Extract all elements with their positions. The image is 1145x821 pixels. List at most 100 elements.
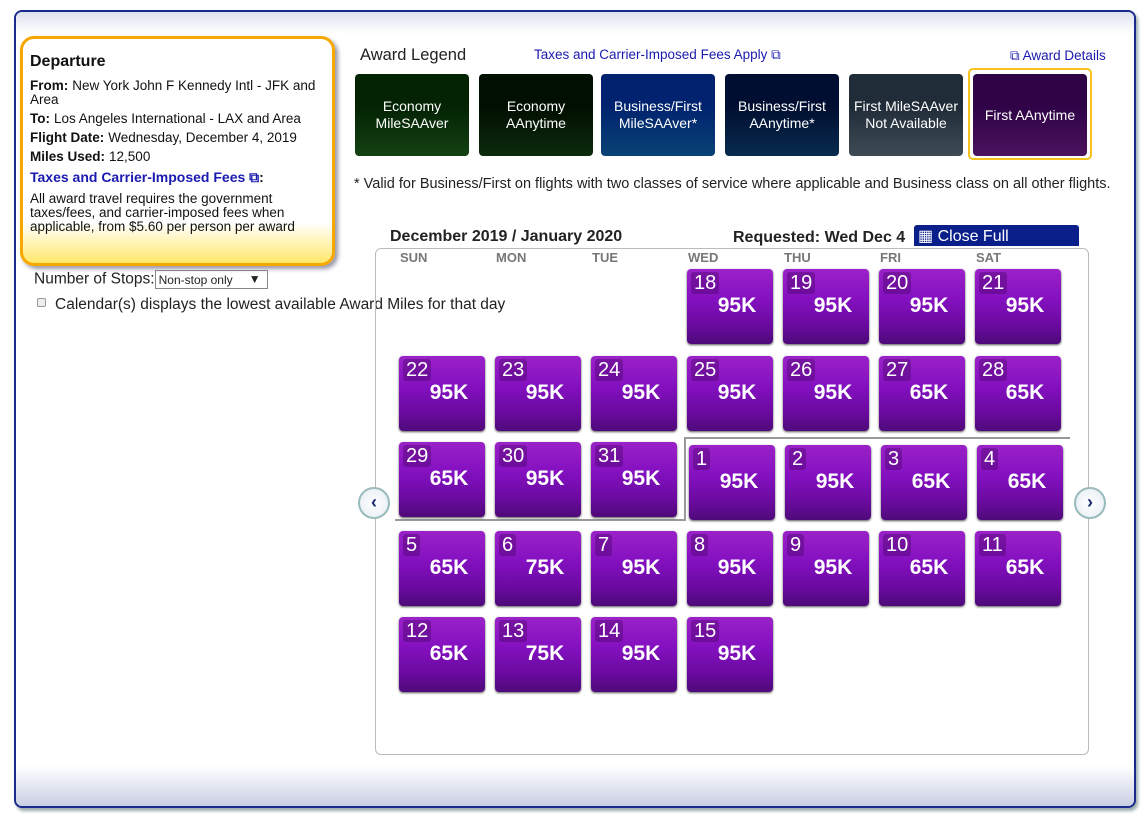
calendar-day[interactable]: 7 95K — [591, 531, 677, 606]
award-details-link[interactable]: ⧉ Award Details — [1010, 48, 1106, 64]
award-miles: 75K — [525, 556, 565, 579]
day-number: 3 — [885, 448, 903, 470]
legend-selected-outline — [968, 68, 1092, 160]
calendar-day[interactable]: 27 65K — [879, 356, 965, 431]
legend-item: Business/First MileSAAver* — [601, 74, 715, 156]
weekday-header: SAT — [976, 250, 1002, 265]
legend-item-label: First MileSAAver Not Available — [854, 98, 958, 131]
award-miles: 95K — [1005, 294, 1045, 317]
award-miles: 95K — [717, 381, 757, 404]
legend-item: First AAnytime — [973, 74, 1087, 156]
day-number: 10 — [883, 534, 912, 556]
day-number: 5 — [403, 534, 421, 556]
calendar-day[interactable]: 20 95K — [879, 269, 965, 344]
calendar-day[interactable]: 24 95K — [591, 356, 677, 431]
award-miles: 65K — [429, 556, 469, 579]
external-link-icon[interactable]: ⧉ — [771, 47, 781, 62]
dropdown-arrow-icon: ▼ — [248, 272, 261, 286]
calendar-day[interactable]: 19 95K — [783, 269, 869, 344]
day-number: 9 — [787, 534, 805, 556]
day-number: 11 — [979, 534, 1006, 556]
calendar-day[interactable]: 23 95K — [495, 356, 581, 431]
calendar-day[interactable]: 22 95K — [399, 356, 485, 431]
day-number: 4 — [981, 448, 999, 470]
january-outline — [395, 519, 685, 521]
calendar-day[interactable]: 21 95K — [975, 269, 1061, 344]
external-link-icon[interactable]: ⧉ — [249, 169, 260, 185]
calendar-day[interactable]: 12 65K — [399, 617, 485, 692]
departure-summary: Departure From: New York John F Kennedy I… — [20, 36, 335, 266]
close-full-calendar-button[interactable]: ▦ Close Full Calendar — [914, 225, 1079, 263]
calendar-note-text: Calendar(s) displays the lowest availabl… — [55, 296, 506, 313]
bottom-band — [16, 766, 1134, 806]
calendar-day[interactable]: 4 65K — [977, 445, 1063, 520]
previous-month-button[interactable]: ‹ — [358, 487, 390, 519]
day-number: 2 — [789, 448, 807, 470]
award-miles: 95K — [717, 642, 757, 665]
calendar-day[interactable]: 13 75K — [495, 617, 581, 692]
fees-link[interactable]: Taxes and Carrier-Imposed Fees — [30, 169, 246, 185]
day-number: 15 — [691, 620, 720, 642]
calendar-day[interactable]: 18 95K — [687, 269, 773, 344]
legend-item-label: Economy MileSAAver — [375, 98, 449, 131]
calendar-day[interactable]: 28 65K — [975, 356, 1061, 431]
departure-title: Departure — [30, 53, 106, 70]
calendar-day[interactable]: 11 65K — [975, 531, 1061, 606]
next-month-button[interactable]: › — [1074, 487, 1106, 519]
calendar-day[interactable]: 2 95K — [785, 445, 871, 520]
taxes-fees-link[interactable]: Taxes and Carrier-Imposed Fees Apply ⧉ — [534, 47, 781, 63]
weekday-header: FRI — [880, 250, 901, 265]
weekday-header: THU — [784, 250, 811, 265]
calendar-day[interactable]: 9 95K — [783, 531, 869, 606]
close-full-calendar-label[interactable]: Close Full Calendar — [918, 228, 1009, 263]
stops-filter: Number of Stops: Non-stop only ▼ — [34, 270, 268, 289]
day-number: 7 — [595, 534, 613, 556]
calendar-day[interactable]: 10 65K — [879, 531, 965, 606]
weekday-header: SUN — [400, 250, 428, 265]
details-icon[interactable]: ⧉ — [1010, 48, 1020, 63]
weekday-header: MON — [496, 250, 527, 265]
bullet-icon — [37, 298, 46, 307]
fees-colon: : — [259, 169, 264, 185]
day-number: 20 — [883, 272, 912, 294]
legend-item: Economy MileSAAver — [355, 74, 469, 156]
calendar-day[interactable]: 31 95K — [591, 442, 677, 517]
day-number: 24 — [595, 359, 624, 381]
fees-note: All award travel requires the government… — [30, 191, 295, 234]
calendar-day[interactable]: 8 95K — [687, 531, 773, 606]
day-number: 25 — [691, 359, 720, 381]
calendar-day[interactable]: 14 95K — [591, 617, 677, 692]
day-number: 28 — [979, 359, 1008, 381]
stops-select[interactable]: Non-stop only ▼ — [154, 270, 268, 289]
to-value: Los Angeles International - LAX and Area — [54, 111, 301, 126]
calendar-note: Calendar(s) displays the lowest availabl… — [37, 296, 505, 313]
award-miles: 95K — [621, 642, 661, 665]
day-number: 14 — [595, 620, 624, 642]
award-details-text[interactable]: Award Details — [1022, 48, 1106, 63]
calendar-title: December 2019 / January 2020 — [390, 228, 623, 245]
calendar-day[interactable]: 15 95K — [687, 617, 773, 692]
calendar-day[interactable]: 5 65K — [399, 531, 485, 606]
calendar-day[interactable]: 1 95K — [689, 445, 775, 520]
award-miles: 95K — [719, 470, 759, 493]
day-number: 29 — [403, 445, 432, 467]
calendar-day[interactable]: 26 95K — [783, 356, 869, 431]
award-miles: 65K — [909, 381, 949, 404]
day-number: 6 — [499, 534, 517, 556]
taxes-fees-link-text[interactable]: Taxes and Carrier-Imposed Fees Apply — [534, 47, 768, 62]
day-number: 19 — [787, 272, 816, 294]
calendar-day[interactable]: 3 65K — [881, 445, 967, 520]
day-number: 8 — [691, 534, 709, 556]
calendar-day[interactable]: 30 95K — [495, 442, 581, 517]
day-number: 22 — [403, 359, 432, 381]
award-miles: 65K — [909, 556, 949, 579]
calendar-day[interactable]: 6 75K — [495, 531, 581, 606]
calendar-grid-icon: ▦ — [918, 228, 934, 245]
calendar-day[interactable]: 29 65K — [399, 442, 485, 517]
requested-date: Requested: Wed Dec 4 — [733, 229, 906, 246]
day-number: 27 — [883, 359, 912, 381]
calendar-day[interactable]: 25 95K — [687, 356, 773, 431]
day-number: 21 — [979, 272, 1008, 294]
stops-label: Number of Stops: — [34, 270, 155, 288]
award-miles: 65K — [1007, 470, 1047, 493]
